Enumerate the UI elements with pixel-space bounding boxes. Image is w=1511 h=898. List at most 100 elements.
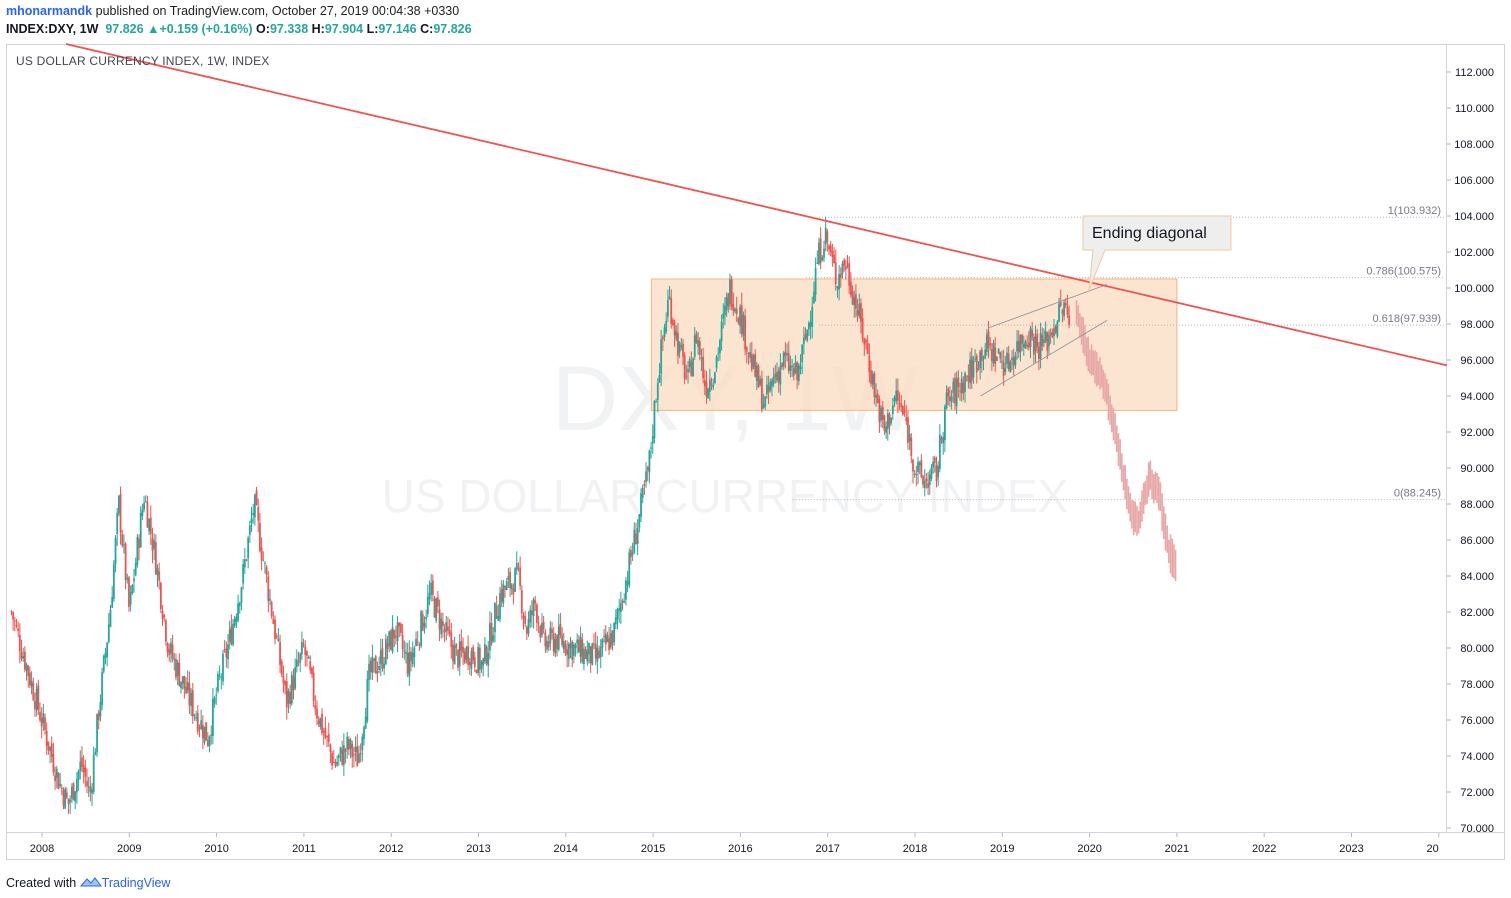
symbol-label[interactable]: INDEX:DXY, 1W xyxy=(6,22,99,36)
candle-up xyxy=(482,658,485,666)
candle-up xyxy=(724,305,726,315)
candle-down xyxy=(933,457,936,463)
candle-down xyxy=(878,399,881,423)
candle-up xyxy=(734,308,736,312)
consolidation-range-box[interactable] xyxy=(650,278,1178,411)
candle-up xyxy=(572,644,575,656)
publisher-username[interactable]: mhonarmandk xyxy=(6,4,93,18)
annotation-callout[interactable] xyxy=(1082,215,1232,291)
candle-up xyxy=(955,379,958,407)
candle-down xyxy=(520,590,523,614)
candle-up xyxy=(739,306,741,327)
candle-down xyxy=(460,641,463,651)
candle-up xyxy=(1053,328,1055,336)
candle-up xyxy=(977,368,980,370)
candle-down xyxy=(433,598,436,618)
candle-down xyxy=(760,378,763,410)
candle-up xyxy=(678,342,681,353)
candle-up xyxy=(240,587,243,603)
candle-up xyxy=(769,381,772,391)
candle-down xyxy=(907,417,909,443)
candle-up xyxy=(700,357,703,359)
candle-up xyxy=(494,602,496,633)
candle-down xyxy=(447,626,449,631)
candle-up xyxy=(106,642,109,658)
candle-down xyxy=(154,542,157,575)
candle-up xyxy=(1016,341,1018,352)
candle-down xyxy=(304,646,307,655)
candle-up xyxy=(200,720,203,730)
candle-down xyxy=(849,281,852,295)
candle-up xyxy=(950,396,953,402)
candle-down xyxy=(168,649,171,656)
candle-up xyxy=(405,651,407,654)
candles-group[interactable] xyxy=(10,216,1177,814)
candle-down xyxy=(311,667,313,674)
candle-up xyxy=(853,297,856,306)
watermark-name: US DOLLAR CURRENCY INDEX xyxy=(382,470,1069,522)
resistance-trendline[interactable] xyxy=(65,43,1448,367)
candle-down xyxy=(205,722,208,741)
candle-down xyxy=(163,615,166,618)
candle-down xyxy=(781,362,783,367)
candle-down xyxy=(171,644,174,659)
chart-pane[interactable] xyxy=(6,44,1447,833)
candle-down xyxy=(672,319,674,325)
candle-up xyxy=(613,622,616,643)
candle-down xyxy=(500,589,503,602)
candle-up xyxy=(515,563,518,570)
candle-up xyxy=(64,788,67,809)
candle-up xyxy=(1014,355,1017,366)
candle-up xyxy=(173,658,176,660)
candle-up xyxy=(1058,303,1060,322)
candle-down xyxy=(20,651,23,659)
candle-up xyxy=(1063,302,1065,317)
candle-up xyxy=(489,622,491,651)
candle-up xyxy=(719,340,721,354)
candle-up xyxy=(499,593,501,619)
time-axis[interactable] xyxy=(6,833,1505,860)
candle-down xyxy=(630,550,632,558)
candle-up xyxy=(648,450,651,473)
candle-down xyxy=(395,635,397,638)
time-tick-label: 2021 xyxy=(1165,843,1189,855)
candle-down xyxy=(547,641,550,647)
candle-up xyxy=(243,559,246,568)
ending-diagonal-upper-line[interactable] xyxy=(989,284,1108,328)
candle-down xyxy=(846,265,849,267)
time-tick-label: 2017 xyxy=(815,843,839,855)
candle-up xyxy=(725,297,728,311)
fib-level-label: 0.618(97.939) xyxy=(1373,313,1442,325)
candle-down xyxy=(119,493,122,533)
candle-up xyxy=(801,344,804,363)
tradingview-logo-icon[interactable] xyxy=(79,875,102,889)
candle-up xyxy=(720,321,723,342)
candle-up xyxy=(299,653,302,663)
candle-down xyxy=(280,661,283,675)
candle-down xyxy=(888,413,891,427)
candle-down xyxy=(1036,333,1039,348)
candle-down xyxy=(757,366,760,388)
candle-down xyxy=(198,727,201,729)
candle-up xyxy=(336,761,339,765)
candle-up xyxy=(102,655,105,672)
candle-down xyxy=(559,624,562,636)
candle-up xyxy=(806,329,809,341)
candle-up xyxy=(49,747,51,751)
candle-up xyxy=(687,368,689,373)
price-axis[interactable] xyxy=(1447,44,1505,833)
candle-down xyxy=(478,647,481,670)
close-label: C: xyxy=(420,22,434,36)
candle-down xyxy=(915,473,918,475)
candle-down xyxy=(158,571,161,581)
price-tick-label: 98.000 xyxy=(1460,319,1494,331)
candle-up xyxy=(680,345,683,347)
candle-up xyxy=(838,274,841,290)
candle-up xyxy=(688,359,691,367)
candle-down xyxy=(920,459,923,478)
candle-up xyxy=(470,650,473,669)
candle-up xyxy=(814,267,817,295)
ending-diagonal-lower-line[interactable] xyxy=(980,320,1108,397)
tradingview-brand[interactable]: TradingView xyxy=(101,876,171,890)
